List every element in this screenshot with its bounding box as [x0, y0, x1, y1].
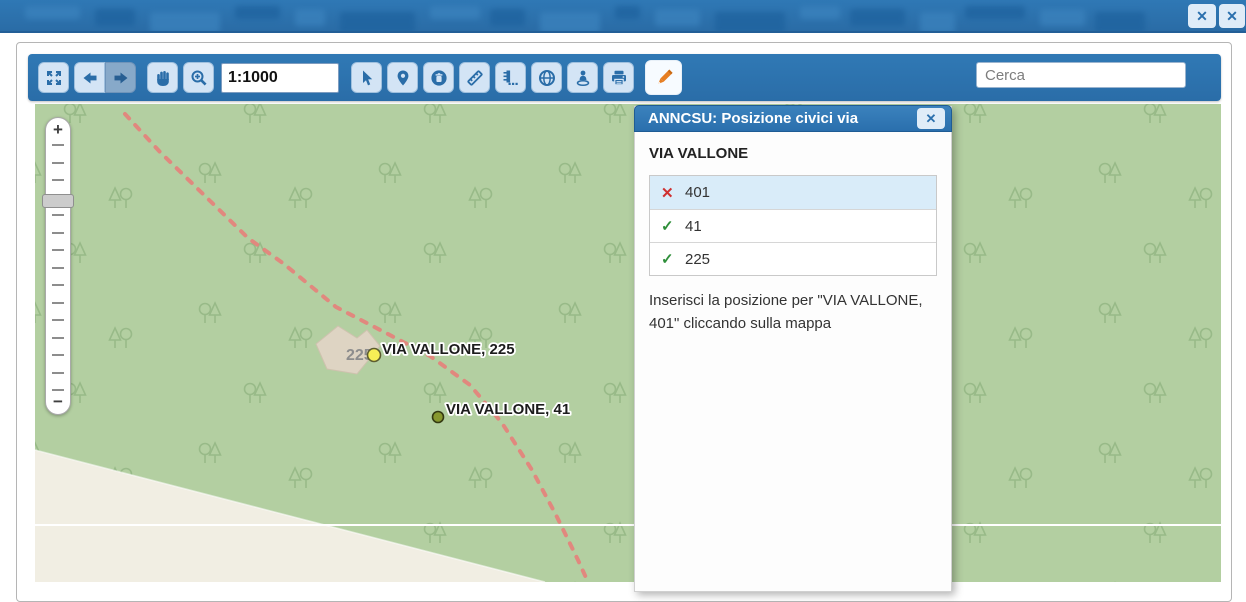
building-number-label: 225 — [346, 347, 373, 364]
redacted-text-blob — [615, 6, 640, 19]
civic-marker-41[interactable] — [431, 410, 445, 424]
select-button[interactable] — [351, 62, 382, 93]
civic-label-225: VIA VALLONE, 225 — [382, 341, 515, 358]
redacted-text-blob — [490, 9, 525, 26]
civic-label-41: VIA VALLONE, 41 — [446, 401, 570, 418]
close-icon[interactable]: ✕ — [917, 108, 945, 129]
street-locate-button[interactable] — [567, 62, 598, 93]
back-button[interactable] — [74, 62, 105, 93]
measure-length-button[interactable] — [459, 62, 490, 93]
map-layers: 225 VIA VALLONE, 225 VIA VALLONE, 41 — [35, 104, 1221, 582]
redacted-text-blob — [655, 9, 700, 26]
zoom-tick — [52, 266, 64, 269]
civic-row[interactable]: ✕ 401 — [650, 176, 936, 209]
zoom-out-icon[interactable]: − — [53, 392, 63, 411]
cursor-icon — [362, 70, 372, 85]
redacted-text-blob — [235, 6, 280, 19]
close-icon[interactable]: ✕ — [1188, 4, 1216, 28]
zoom-tick — [52, 249, 64, 251]
zoom-tick — [52, 354, 64, 356]
redacted-text-blob — [920, 12, 955, 31]
redacted-text-blob — [850, 9, 905, 26]
civic-number: 225 — [685, 250, 711, 268]
civic-number: 41 — [685, 217, 702, 235]
edit-pencil-button[interactable] — [645, 60, 682, 95]
forward-button[interactable] — [105, 62, 136, 93]
map-pin-icon — [397, 70, 408, 85]
zoom-in-icon — [191, 70, 207, 86]
redacted-text-blob — [1095, 12, 1145, 31]
globe-button[interactable] — [531, 62, 562, 93]
redacted-text-blob — [95, 9, 135, 26]
dashed-path — [123, 112, 590, 582]
zoom-tick — [52, 301, 64, 304]
zoom-tick — [52, 144, 64, 146]
close-icon[interactable]: ✕ — [1219, 4, 1245, 28]
redacted-text-blob — [25, 6, 80, 19]
search-input[interactable] — [976, 62, 1186, 88]
zoom-tick — [52, 231, 64, 234]
check-icon: ✓ — [661, 218, 674, 235]
building-footprint — [315, 325, 381, 375]
zoom-tick — [52, 214, 64, 216]
ruler-icon — [466, 69, 483, 86]
zoom-in-icon[interactable]: + — [53, 120, 63, 139]
civic-number: 401 — [685, 184, 711, 201]
check-icon: ✓ — [661, 251, 674, 268]
title-bar: ✕ ✕ — [0, 0, 1246, 33]
map-toolbar — [28, 54, 1221, 101]
arrow-right-icon — [114, 72, 127, 83]
pencil-icon — [657, 69, 673, 84]
zoom-tick — [52, 389, 64, 391]
zoom-tick — [52, 284, 64, 286]
panel-title: ANNCSU: Posizione civici via — [648, 110, 859, 127]
identify-pin-button[interactable] — [387, 62, 418, 93]
landuse-border — [35, 449, 546, 582]
zoom-tick — [52, 161, 64, 164]
redacted-text-blob — [340, 12, 415, 31]
print-button[interactable] — [603, 62, 634, 93]
redacted-text-blob — [540, 12, 600, 31]
scale-input[interactable] — [221, 62, 339, 93]
redacted-text-blob — [965, 6, 1025, 19]
globe-icon — [538, 69, 555, 86]
zoom-tick — [52, 371, 64, 374]
zoom-slider-handle[interactable] — [42, 194, 74, 208]
redacted-text-blob — [800, 6, 840, 19]
panel-header[interactable]: ANNCSU: Posizione civici via ✕ — [634, 105, 952, 132]
zoom-tick — [52, 179, 64, 181]
fullscreen-button[interactable] — [38, 62, 69, 93]
map-canvas[interactable]: 225 VIA VALLONE, 225 VIA VALLONE, 41 — [35, 104, 1221, 582]
panel-body: VIA VALLONE ✕ 401 ✓ 41 ✓ 225 Inserisci la pos… — [635, 132, 951, 348]
civic-row[interactable]: ✓ 41 — [650, 209, 936, 242]
measure-scale-button[interactable] — [495, 62, 526, 93]
instruction-text: Inserisci la posizione per "VIA VALLONE,… — [649, 292, 923, 332]
person-pin-icon — [576, 70, 589, 86]
pan-button[interactable] — [147, 62, 178, 93]
redacted-text-blob — [430, 6, 480, 19]
redacted-text-blob — [1040, 9, 1085, 26]
trash-icon — [430, 69, 447, 86]
zoom-tick — [52, 336, 64, 339]
zoom-slider[interactable]: + − — [42, 117, 74, 415]
hand-icon — [156, 70, 169, 86]
printer-icon — [611, 70, 626, 85]
scale-ruler-icon — [503, 70, 518, 85]
civic-marker-225[interactable] — [366, 347, 382, 363]
zoom-in-button[interactable] — [183, 62, 214, 93]
civic-number-list: ✕ 401 ✓ 41 ✓ 225 — [649, 175, 937, 276]
civic-row[interactable]: ✓ 225 — [650, 242, 936, 275]
redacted-text-blob — [150, 12, 220, 31]
redacted-text-blob — [715, 12, 785, 31]
x-icon: ✕ — [661, 184, 674, 202]
fullscreen-icon — [46, 70, 61, 85]
street-name: VIA VALLONE — [649, 145, 749, 162]
redacted-text-blob — [295, 9, 325, 26]
arrow-left-icon — [83, 72, 96, 83]
zoom-tick — [52, 319, 64, 321]
anncsu-panel: ANNCSU: Posizione civici via ✕ VIA VALLO… — [634, 105, 952, 592]
delete-button[interactable] — [423, 62, 454, 93]
